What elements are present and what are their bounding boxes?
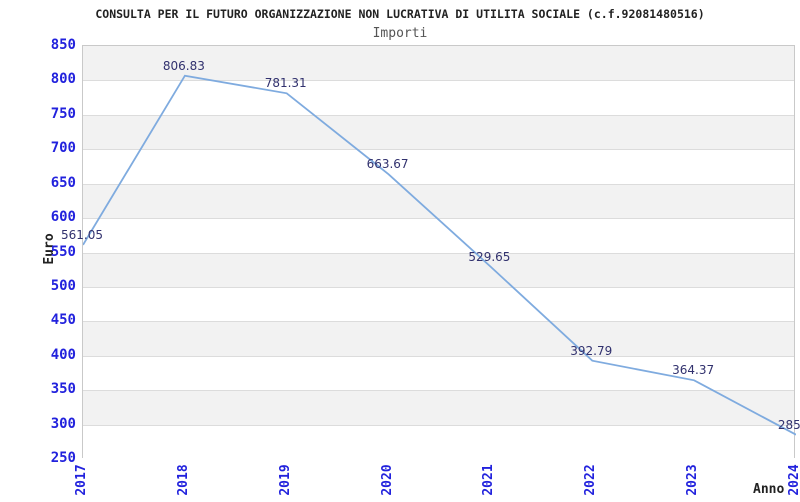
gridline xyxy=(83,183,794,185)
x-tick-label: 2022 xyxy=(583,464,599,496)
point-label: 806.83 xyxy=(162,58,205,73)
x-tick-label: 2017 xyxy=(74,464,89,496)
plot-band xyxy=(83,424,794,459)
y-tick-label: 400 xyxy=(50,346,76,363)
plot-band xyxy=(83,183,794,219)
plot-band xyxy=(83,114,794,150)
gridline xyxy=(83,149,794,151)
y-tick-label: 700 xyxy=(50,140,76,157)
y-tick-label: 500 xyxy=(50,277,76,294)
plot-area xyxy=(82,45,796,459)
y-tick-label: 750 xyxy=(50,105,76,122)
y-tick-label: 800 xyxy=(50,71,76,88)
gridline xyxy=(83,80,794,82)
plot-band xyxy=(83,149,794,184)
plot-band xyxy=(83,286,794,322)
point-label: 561.05 xyxy=(61,227,103,242)
gridline xyxy=(83,390,794,392)
x-tick-label: 2020 xyxy=(379,464,395,496)
x-tick-label: 2023 xyxy=(685,464,701,496)
point-label: 663.67 xyxy=(366,157,409,172)
chart-subtitle: Importi xyxy=(372,26,428,41)
point-label: 364.37 xyxy=(672,363,715,378)
y-tick-label: 650 xyxy=(50,174,76,191)
x-tick-label: 2019 xyxy=(277,464,293,496)
line-series xyxy=(83,74,796,436)
point-label: 392.79 xyxy=(570,343,613,358)
y-tick-label: 250 xyxy=(50,450,76,466)
y-tick-label: 450 xyxy=(50,312,76,329)
plot-band xyxy=(83,355,794,391)
y-tick-label: 550 xyxy=(50,243,76,260)
y-tick-label: 850 xyxy=(50,37,76,53)
chart-title: CONSULTA PER IL FUTURO ORGANIZZAZIONE NO… xyxy=(95,7,705,21)
x-tick-label: 2024 xyxy=(787,464,800,496)
gridline xyxy=(83,355,794,357)
y-tick-label: 350 xyxy=(50,381,76,398)
x-tick-label: 2018 xyxy=(175,464,191,496)
x-tick-label: 2021 xyxy=(481,464,497,496)
gridline xyxy=(83,252,794,254)
plot-band xyxy=(83,218,794,253)
y-tick-label: 600 xyxy=(50,209,76,226)
plot-band xyxy=(83,390,794,425)
point-label: 285.3 xyxy=(777,417,800,432)
gridline xyxy=(83,424,794,426)
point-label: 529.65 xyxy=(468,249,511,264)
gridline xyxy=(83,321,794,323)
gridline xyxy=(83,286,794,288)
point-label: 781.31 xyxy=(264,76,307,91)
plot-band xyxy=(83,252,794,287)
plot-band xyxy=(83,321,794,356)
plot-band xyxy=(83,46,794,81)
plot-band xyxy=(83,80,794,115)
x-axis-title: Anno xyxy=(753,482,785,497)
y-tick-label: 300 xyxy=(50,415,76,432)
gridline xyxy=(83,114,794,116)
